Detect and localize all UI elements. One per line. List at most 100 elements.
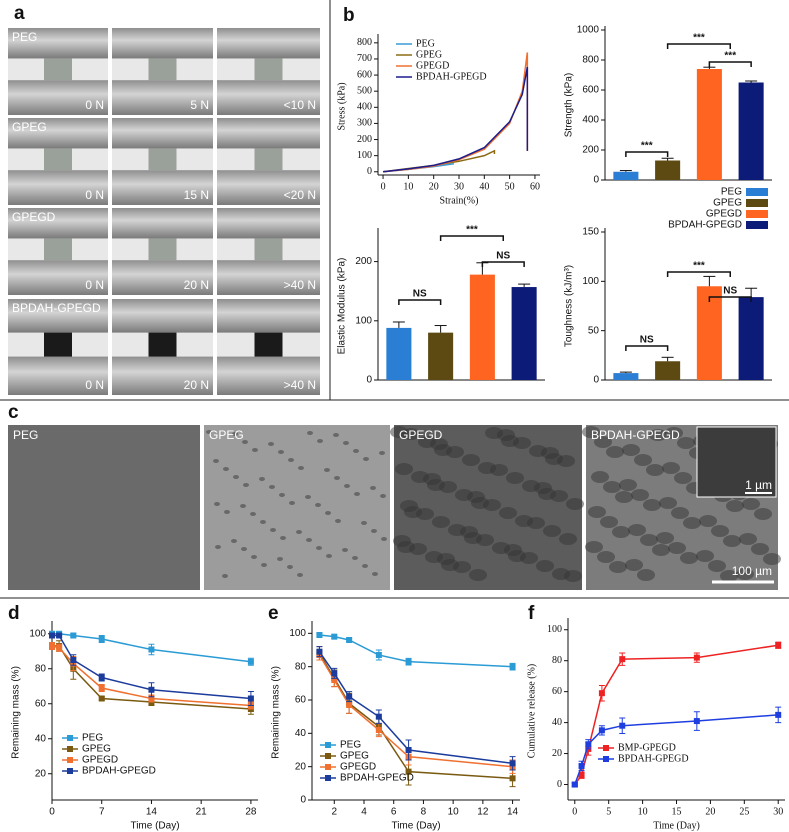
x-axis-label: Strain(%) xyxy=(440,195,479,206)
sample xyxy=(44,332,72,357)
x-tick-label: 8 xyxy=(421,807,427,818)
y-tick-label: 100 xyxy=(582,276,599,287)
significance: *** xyxy=(693,33,705,44)
pore xyxy=(597,551,615,563)
pore xyxy=(260,520,266,524)
sample xyxy=(44,148,72,171)
marker xyxy=(775,711,782,718)
marker xyxy=(98,695,105,702)
legend-label: BPDAH-GPEGD xyxy=(416,71,487,82)
x-tick-label: 40 xyxy=(479,181,489,192)
marker xyxy=(346,702,353,708)
fixture xyxy=(217,118,320,149)
y-tick-label: 40 xyxy=(552,717,562,728)
pore xyxy=(739,533,757,545)
legend-label: PEG xyxy=(340,740,361,751)
pore xyxy=(381,537,387,541)
fixture xyxy=(8,28,108,59)
image-label: BPDAH-GPEGD xyxy=(591,428,680,442)
pore xyxy=(659,497,677,509)
pore xyxy=(363,457,369,461)
y-tick-label: 60 xyxy=(552,686,562,697)
y-tick-label: 800 xyxy=(582,55,599,66)
x-tick-label: 14 xyxy=(507,807,519,818)
pore xyxy=(297,573,303,577)
pore xyxy=(298,466,304,470)
y-tick-label: 60 xyxy=(35,698,47,709)
legend-label: GPEGD xyxy=(416,60,449,71)
legend-label: BMP-GPEGD xyxy=(618,742,676,753)
sample xyxy=(148,332,177,357)
y-tick-label: 200 xyxy=(357,134,372,145)
pore xyxy=(437,553,455,565)
fixture xyxy=(112,170,213,205)
pore xyxy=(439,481,457,493)
y-tick-label: 150 xyxy=(582,227,599,238)
pore xyxy=(643,499,661,511)
pore xyxy=(677,437,695,449)
pore xyxy=(206,430,212,434)
legend-marker xyxy=(603,745,609,751)
force-label: 5 N xyxy=(190,98,209,112)
y-tick-label: 100 xyxy=(355,315,372,326)
x-tick-label: 30 xyxy=(454,181,464,192)
pore xyxy=(343,441,349,445)
sem-image xyxy=(204,425,390,590)
marker xyxy=(585,741,592,748)
pore xyxy=(305,495,311,499)
y-tick-label: 20 xyxy=(295,761,307,772)
pore xyxy=(588,506,606,518)
pore xyxy=(423,473,441,485)
pore xyxy=(224,510,230,514)
y-tick-label: 20 xyxy=(552,748,562,759)
pore xyxy=(325,511,331,515)
marker xyxy=(70,657,77,663)
legend-marker xyxy=(67,768,73,774)
x-tick-label: 20 xyxy=(429,181,439,192)
pore xyxy=(591,471,609,483)
panel-a-photos: 0 N 5 N <10 N PEG 0 N 15 N <20 N GPEG 0 N 20 N >40… xyxy=(8,28,320,395)
pore xyxy=(665,427,683,439)
force-label: >40 N xyxy=(284,278,316,292)
y-tick-label: 500 xyxy=(357,85,372,96)
bracket xyxy=(708,296,752,302)
bracket xyxy=(398,299,442,305)
sample xyxy=(44,58,72,81)
pore xyxy=(289,501,295,505)
pore xyxy=(446,446,464,458)
y-tick-label: 400 xyxy=(582,115,599,126)
significance: NS xyxy=(723,286,737,297)
y-tick-label: 0 xyxy=(593,375,599,386)
marker xyxy=(578,762,585,769)
x-tick-label: 0 xyxy=(572,806,577,817)
pore xyxy=(268,442,274,446)
x-tick-label: 10 xyxy=(403,181,413,192)
y-tick-label: 0 xyxy=(367,166,372,177)
pore xyxy=(619,479,637,491)
pore xyxy=(270,528,276,532)
pore xyxy=(269,485,275,489)
pore xyxy=(476,534,494,546)
y-axis-label: Remaining mass (%) xyxy=(271,666,282,759)
panel-c-images: PEG GPEG GPEGD BPDAH-GPEGD 1 µm 100 µm xyxy=(8,425,781,590)
panel-label: a xyxy=(14,3,25,24)
bracket xyxy=(481,261,525,267)
marker xyxy=(375,713,382,720)
marker xyxy=(148,646,155,653)
y-axis-label: Remaining mass (%) xyxy=(11,666,22,759)
pore xyxy=(278,450,284,454)
sample xyxy=(254,238,283,261)
x-tick-label: 10 xyxy=(448,807,460,818)
pore xyxy=(726,500,744,512)
bar xyxy=(469,274,495,380)
pore xyxy=(214,502,220,506)
pore xyxy=(763,553,781,565)
marker xyxy=(247,658,254,665)
x-tick-label: 7 xyxy=(99,807,105,818)
pore xyxy=(352,556,358,560)
legend-label: GPEG xyxy=(82,744,111,755)
y-tick-label: 40 xyxy=(295,728,307,739)
x-tick-label: 25 xyxy=(739,806,749,817)
bar xyxy=(696,69,722,180)
bar xyxy=(655,361,681,380)
